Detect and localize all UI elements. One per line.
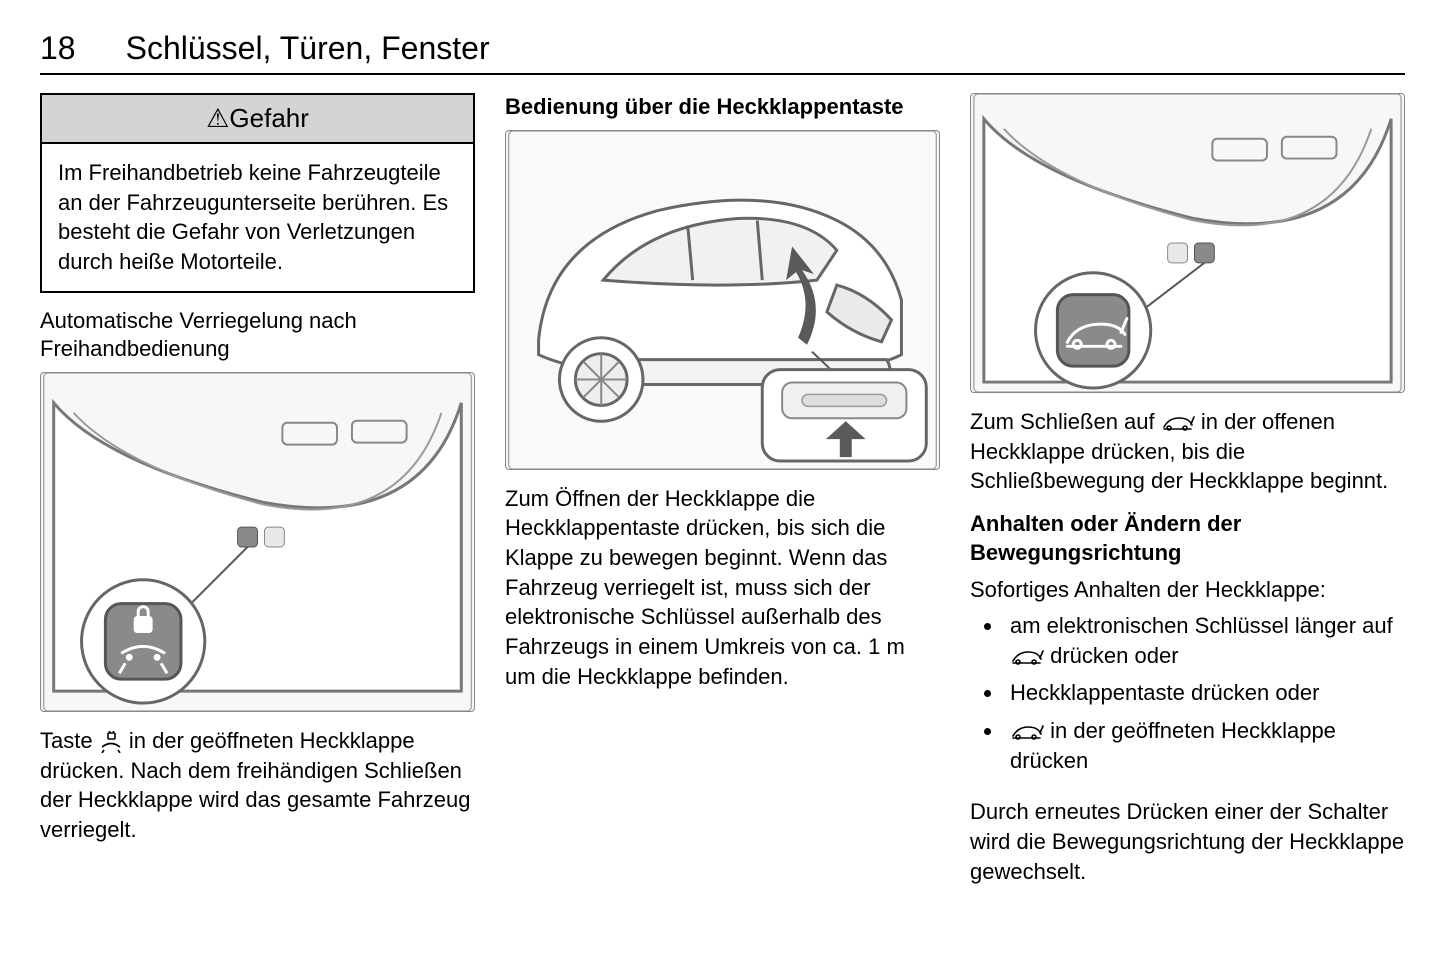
col1-subheading: Automatische Verriegelung nach Freihandb… xyxy=(40,307,475,364)
lock-foot-icon xyxy=(99,731,123,753)
col3-tail: Durch erneutes Drücken einer der Schalte… xyxy=(970,797,1405,886)
page-number: 18 xyxy=(40,30,76,67)
page-header: 18 Schlüssel, Türen, Fenster xyxy=(40,30,1405,75)
figure-tailgate-lock-button xyxy=(40,372,475,712)
col1-caption-a: Taste xyxy=(40,728,99,753)
content-columns: ⚠Gefahr Im Freihandbetrieb keine Fahrzeu… xyxy=(40,93,1405,900)
figure-car-rear-button xyxy=(505,130,940,470)
bullet-1b: drücken oder xyxy=(1050,643,1178,668)
warning-label: Gefahr xyxy=(229,103,309,133)
bullet-3: in der geöffneten Heckklappe drücken xyxy=(1004,716,1405,775)
col2-body: Zum Öffnen der Heckklappe die Heckklappe… xyxy=(505,484,940,692)
col2-subheading: Bedienung über die Heckklappentaste xyxy=(505,93,940,122)
figure-tailgate-close-button xyxy=(970,93,1405,393)
bullet-1a: am elektronischen Schlüssel länger auf xyxy=(1010,613,1393,638)
col3-subheading: Anhalten oder Ändern der Bewegungsrichtu… xyxy=(970,510,1405,567)
col3-caption: Zum Schließen auf in der offenen Heckkla… xyxy=(970,407,1405,496)
col1-caption: Taste in der geöffneten Heckklappe drück… xyxy=(40,726,475,845)
bullet-1: am elektronischen Schlüssel länger auf d… xyxy=(1004,611,1405,670)
bullet-2: Heckklappentaste drücken oder xyxy=(1004,678,1405,708)
bullet-3b: in der geöffneten Heckklappe drücken xyxy=(1010,718,1336,773)
column-3: Zum Schließen auf in der offenen Heckkla… xyxy=(970,93,1405,900)
column-1: ⚠Gefahr Im Freihandbetrieb keine Fahrzeu… xyxy=(40,93,475,900)
warning-icon: ⚠ xyxy=(206,103,229,133)
page-title: Schlüssel, Türen, Fenster xyxy=(126,30,490,67)
warning-header: ⚠Gefahr xyxy=(42,95,473,144)
col3-caption-a: Zum Schließen auf xyxy=(970,409,1161,434)
warning-box: ⚠Gefahr Im Freihandbetrieb keine Fahrzeu… xyxy=(40,93,475,293)
car-tailgate-icon xyxy=(1010,723,1044,741)
car-tailgate-icon xyxy=(1010,648,1044,666)
col3-bullets: am elektronischen Schlüssel länger auf d… xyxy=(970,611,1405,783)
car-tailgate-icon xyxy=(1161,414,1195,432)
column-2: Bedienung über die Heckklappentaste xyxy=(505,93,940,900)
warning-body: Im Freihandbetrieb keine Fahrzeugteile a… xyxy=(42,144,473,291)
col3-intro: Sofortiges Anhalten der Heckklappe: xyxy=(970,575,1405,605)
